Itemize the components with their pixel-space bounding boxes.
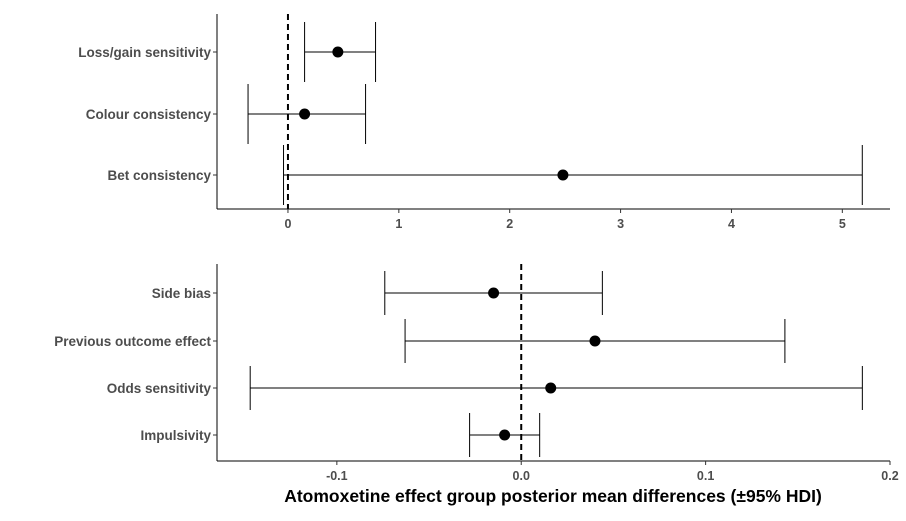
posterior-mean-point bbox=[299, 108, 311, 120]
x-tick-label: -0.1 bbox=[326, 469, 348, 483]
posterior-mean-point bbox=[589, 335, 601, 347]
y-category-label: Impulsivity bbox=[140, 428, 211, 443]
posterior-mean-point bbox=[557, 169, 569, 181]
y-category-label: Loss/gain sensitivity bbox=[78, 45, 211, 60]
posterior-mean-point bbox=[488, 287, 500, 299]
top-panel: 0 1 2 3 4 5 Loss/gain sensitivity Colour consis… bbox=[78, 14, 890, 231]
y-category-label: Side bias bbox=[152, 286, 211, 301]
x-tick-label: 1 bbox=[395, 217, 402, 231]
bottom-panel: -0.1 0.0 0.1 0.2 Side bias Previous outcome e… bbox=[54, 264, 899, 483]
x-tick-label: 3 bbox=[617, 217, 624, 231]
posterior-mean-point bbox=[545, 382, 557, 394]
posterior-mean-point bbox=[332, 46, 344, 58]
x-tick-label: 2 bbox=[506, 217, 513, 231]
y-category-label: Bet consistency bbox=[107, 168, 211, 183]
y-category-label: Colour consistency bbox=[86, 107, 212, 122]
y-category-label: Previous outcome effect bbox=[54, 334, 211, 349]
x-tick-label: 0.2 bbox=[881, 469, 898, 483]
x-tick-label: 0.1 bbox=[697, 469, 714, 483]
posterior-mean-point bbox=[499, 429, 511, 441]
x-tick-label: 4 bbox=[728, 217, 735, 231]
x-tick-label: 5 bbox=[839, 217, 846, 231]
x-tick-label: 0.0 bbox=[513, 469, 530, 483]
y-category-label: Odds sensitivity bbox=[107, 381, 212, 396]
x-axis-title: Atomoxetine effect group posterior mean … bbox=[284, 486, 822, 506]
x-tick-label: 0 bbox=[284, 217, 291, 231]
